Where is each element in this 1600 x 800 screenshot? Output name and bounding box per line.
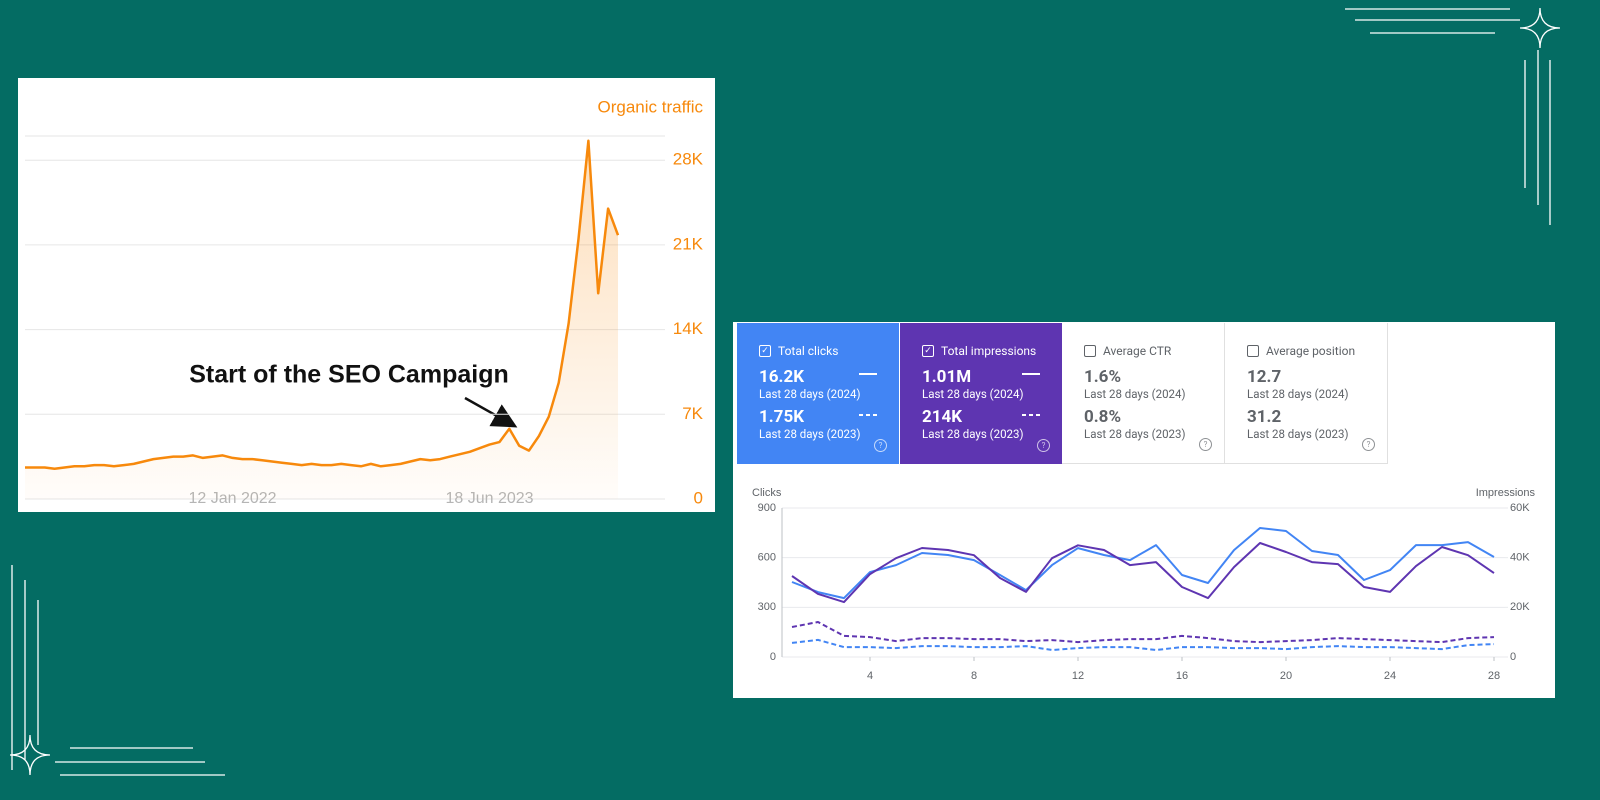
card-value: 1.01M: [922, 367, 972, 387]
card-value: 12.7: [1247, 367, 1282, 387]
card-title: Total clicks: [778, 344, 839, 358]
card-value: 1.6%: [1084, 367, 1122, 387]
area-fill: [25, 140, 618, 500]
x-tick-label: 28: [1488, 670, 1500, 682]
series-line: [791, 527, 1495, 600]
y-tick-label: 900: [758, 502, 776, 514]
y2-tick-label: 60K: [1510, 502, 1530, 514]
x-tick-label: 4: [867, 670, 873, 682]
card-title: Average position: [1266, 344, 1356, 358]
y-tick-label: 300: [758, 601, 776, 613]
x-tick-label: 24: [1384, 670, 1396, 682]
ctr-card[interactable]: Average CTR 1.6% Last 28 days (2024) 0.8…: [1062, 323, 1225, 464]
card-period: Last 28 days (2023): [1084, 427, 1186, 441]
position-card[interactable]: Average position 12.7 Last 28 days (2024…: [1225, 323, 1388, 464]
card-value: 214K: [922, 407, 963, 427]
y2-axis-title: Impressions: [1476, 487, 1536, 499]
y-axis-title: Clicks: [752, 487, 782, 499]
impressions-card[interactable]: ✓ Total impressions 1.01M Last 28 days (2…: [900, 323, 1062, 464]
annotation: Start of the SEO Campaign: [189, 361, 508, 389]
y-tick-label: 0: [770, 651, 776, 663]
card-period: Last 28 days (2024): [759, 387, 861, 401]
clicks-card[interactable]: ✓ Total clicks 16.2K Last 28 days (2024) …: [737, 323, 899, 464]
x-tick-label: 12: [1072, 670, 1084, 682]
y-tick-label: 14K: [673, 319, 704, 338]
chart-title: Organic traffic: [597, 97, 703, 116]
y-tick-label: 600: [758, 552, 776, 564]
card-value: 16.2K: [759, 367, 804, 387]
line: [25, 139, 620, 471]
card-value: 31.2: [1247, 407, 1282, 427]
card-period: Last 28 days (2024): [1084, 387, 1186, 401]
x-tick-label: 16: [1176, 670, 1188, 682]
card-period: Last 28 days (2023): [1247, 427, 1349, 441]
y2-tick-label: 0: [1510, 651, 1516, 663]
card-period: Last 28 days (2023): [922, 427, 1024, 441]
series-line: [791, 621, 1495, 644]
y-tick-label: 7K: [682, 404, 703, 423]
x-tick-label: 8: [971, 670, 977, 682]
card-value: 1.75K: [759, 407, 804, 427]
y2-tick-label: 20K: [1510, 601, 1530, 613]
series-line: [791, 638, 1495, 651]
y-tick-label: 21K: [673, 234, 704, 253]
card-title: Total impressions: [941, 344, 1037, 358]
y2-tick-label: 40K: [1510, 552, 1530, 564]
y-tick-label: 28K: [673, 150, 704, 169]
card-period: Last 28 days (2023): [759, 427, 861, 441]
card-value: 0.8%: [1084, 407, 1122, 427]
y-tick-label: 0: [694, 488, 703, 507]
card-title: Average CTR: [1103, 344, 1172, 358]
card-period: Last 28 days (2024): [922, 387, 1024, 401]
card-period: Last 28 days (2024): [1247, 387, 1349, 401]
x-tick-label: 20: [1280, 670, 1292, 682]
annotation-arrow: [464, 396, 518, 428]
decoration: [9, 7, 1561, 776]
series-line: [791, 542, 1495, 604]
